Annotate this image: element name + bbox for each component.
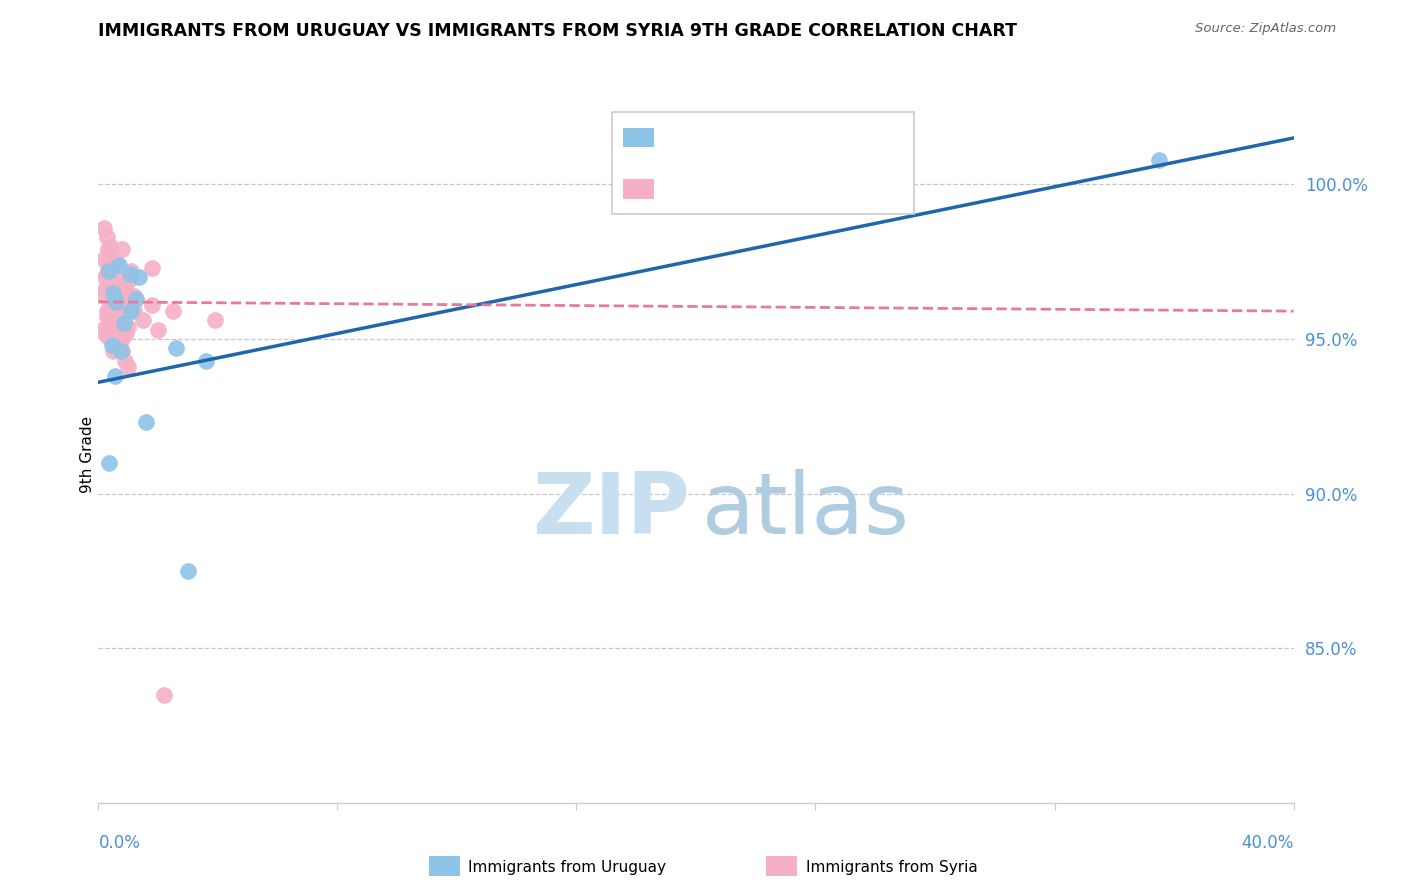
Point bbox=[96, 230, 118, 244]
Point bbox=[105, 329, 128, 343]
Point bbox=[104, 254, 127, 268]
Point bbox=[93, 220, 115, 235]
Point bbox=[128, 270, 150, 285]
Point bbox=[111, 344, 134, 359]
Point bbox=[97, 456, 120, 470]
Point bbox=[111, 242, 134, 256]
Point bbox=[165, 341, 187, 355]
Point bbox=[120, 264, 142, 278]
Point bbox=[107, 341, 129, 355]
Text: atlas: atlas bbox=[702, 469, 910, 552]
Point bbox=[101, 338, 124, 352]
Point bbox=[1147, 153, 1170, 167]
Point bbox=[114, 353, 136, 368]
Point bbox=[141, 260, 163, 275]
Point bbox=[111, 304, 134, 318]
Text: Source: ZipAtlas.com: Source: ZipAtlas.com bbox=[1195, 22, 1336, 36]
Point bbox=[107, 334, 129, 349]
Point bbox=[103, 301, 125, 315]
Text: 18: 18 bbox=[823, 129, 844, 144]
Point bbox=[112, 317, 135, 331]
Point bbox=[96, 304, 118, 318]
Point bbox=[97, 260, 120, 275]
Point bbox=[97, 242, 120, 256]
Text: -0.008: -0.008 bbox=[703, 181, 758, 195]
Point bbox=[107, 292, 129, 306]
Point bbox=[101, 252, 124, 266]
Point bbox=[131, 313, 153, 327]
Point bbox=[120, 304, 142, 318]
Point bbox=[98, 319, 121, 334]
Point bbox=[114, 294, 136, 309]
Point bbox=[101, 279, 124, 293]
Text: R =: R = bbox=[662, 181, 690, 195]
Text: 0.0%: 0.0% bbox=[98, 834, 141, 852]
Text: R =: R = bbox=[662, 129, 690, 144]
Point bbox=[104, 270, 127, 285]
Point bbox=[104, 310, 127, 325]
Point bbox=[94, 270, 117, 285]
Point bbox=[93, 288, 115, 302]
Point bbox=[112, 285, 135, 300]
Text: N =: N = bbox=[773, 129, 803, 144]
Point bbox=[103, 298, 125, 312]
Text: Immigrants from Uruguay: Immigrants from Uruguay bbox=[468, 860, 666, 874]
Point bbox=[105, 317, 128, 331]
Point bbox=[107, 313, 129, 327]
Point bbox=[111, 332, 134, 346]
Point bbox=[94, 283, 117, 297]
Point bbox=[110, 344, 132, 359]
Point bbox=[97, 264, 120, 278]
Point bbox=[101, 277, 124, 291]
Point bbox=[105, 294, 128, 309]
Point bbox=[135, 416, 157, 430]
Point bbox=[125, 292, 148, 306]
Text: Immigrants from Syria: Immigrants from Syria bbox=[806, 860, 977, 874]
Text: N =: N = bbox=[773, 181, 803, 195]
Point bbox=[98, 301, 121, 315]
Point bbox=[101, 344, 124, 359]
Point bbox=[117, 359, 139, 374]
Point bbox=[177, 564, 200, 578]
Point bbox=[104, 369, 127, 384]
Point bbox=[98, 239, 121, 253]
Point bbox=[114, 283, 136, 297]
Point bbox=[146, 323, 169, 337]
Point bbox=[98, 258, 121, 272]
Point bbox=[96, 329, 118, 343]
Point bbox=[115, 326, 138, 340]
Point bbox=[101, 323, 124, 337]
Point bbox=[141, 298, 163, 312]
Point bbox=[204, 313, 226, 327]
Point bbox=[108, 258, 131, 272]
Text: 0.395: 0.395 bbox=[713, 129, 761, 144]
Point bbox=[104, 288, 127, 302]
Y-axis label: 9th Grade: 9th Grade bbox=[80, 417, 94, 493]
Point bbox=[162, 304, 184, 318]
Point bbox=[96, 310, 118, 325]
Point bbox=[152, 688, 174, 702]
Point bbox=[194, 353, 218, 368]
Point bbox=[110, 307, 132, 321]
Point bbox=[91, 323, 114, 337]
Text: 61: 61 bbox=[823, 181, 844, 195]
Text: 40.0%: 40.0% bbox=[1241, 834, 1294, 852]
Point bbox=[98, 313, 121, 327]
Point bbox=[97, 267, 120, 281]
Point bbox=[103, 285, 125, 300]
Text: ZIP: ZIP bbox=[533, 469, 690, 552]
Point bbox=[118, 267, 141, 281]
Point bbox=[100, 294, 122, 309]
Point bbox=[96, 267, 118, 281]
Text: IMMIGRANTS FROM URUGUAY VS IMMIGRANTS FROM SYRIA 9TH GRADE CORRELATION CHART: IMMIGRANTS FROM URUGUAY VS IMMIGRANTS FR… bbox=[98, 22, 1018, 40]
Point bbox=[118, 273, 141, 287]
Point bbox=[117, 319, 139, 334]
Point bbox=[122, 304, 145, 318]
Point bbox=[122, 288, 145, 302]
Point bbox=[93, 252, 115, 266]
Point bbox=[100, 279, 122, 293]
